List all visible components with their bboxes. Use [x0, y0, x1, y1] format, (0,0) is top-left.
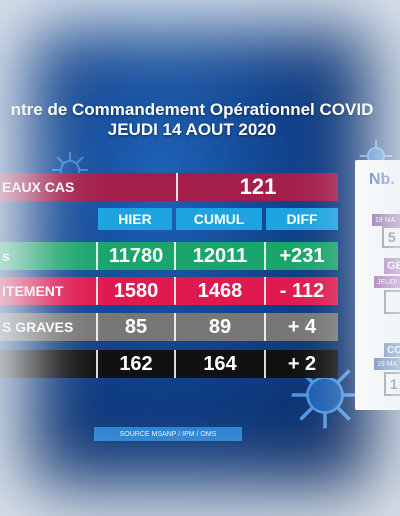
new-cases-label: EAUX CAS	[0, 173, 178, 201]
side-pill: JEUDI	[374, 276, 400, 288]
row-hier: 85	[98, 313, 176, 341]
table-row: s 11780 12011 +231	[0, 242, 338, 270]
source-caption: SOURCE MSANP / IPM / OMS	[94, 427, 242, 441]
row-diff: - 112	[279, 279, 325, 302]
new-cases-value: 121	[239, 174, 277, 199]
table-row: ITEMENT 1580 1468 - 112	[0, 277, 338, 305]
page-date: JEUDI 14 AOUT 2020	[107, 120, 277, 139]
row-hier: 162	[98, 350, 176, 378]
column-header-diff: DIFF	[266, 208, 338, 230]
row-diff: +231	[279, 244, 325, 267]
row-hier: 11780	[98, 242, 176, 270]
side-pill: CO	[384, 343, 400, 357]
row-diff: + 2	[287, 352, 317, 375]
side-value: 1	[384, 372, 400, 396]
page-title: ntre de Commandement Opérationnel COVID	[10, 100, 374, 119]
row-label: s	[0, 242, 98, 270]
side-pill: 19 MA	[372, 214, 400, 226]
row-cumul: 1468	[176, 277, 266, 305]
new-cases-row: EAUX CAS 121	[0, 173, 338, 201]
row-label: S GRAVES	[0, 313, 98, 341]
table-row: S GRAVES 85 89 + 4	[0, 313, 338, 341]
row-cumul: 89	[176, 313, 266, 341]
column-header-cumul: CUMUL	[176, 208, 262, 230]
row-label	[0, 350, 98, 378]
side-pill: GE	[384, 258, 400, 274]
side-panel-heading: Nb.	[369, 171, 395, 188]
row-diff: + 4	[287, 315, 317, 338]
side-pill: 19 MA	[374, 358, 400, 370]
column-header-hier: HIER	[98, 208, 172, 230]
row-hier: 1580	[98, 277, 176, 305]
row-cumul: 12011	[176, 242, 266, 270]
row-label: ITEMENT	[0, 277, 98, 305]
table-row: 162 164 + 2	[0, 350, 338, 378]
row-cumul: 164	[176, 350, 266, 378]
side-value-box	[384, 290, 400, 314]
side-value: 5	[382, 226, 400, 248]
